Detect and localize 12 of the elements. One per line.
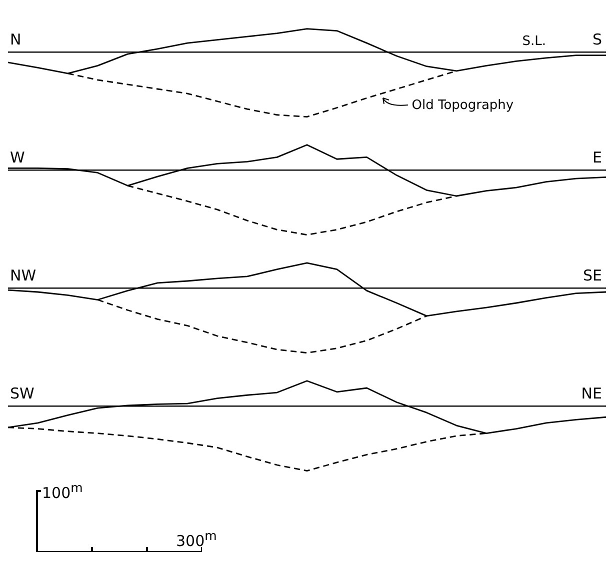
annotation: E bbox=[592, 148, 602, 167]
annotation: Old Topography bbox=[412, 98, 514, 113]
text: 100$^{m}$ bbox=[42, 480, 83, 502]
annotation: W bbox=[10, 148, 25, 167]
text: 300$^{m}$ bbox=[176, 528, 217, 550]
ref-line-label: S.L. bbox=[522, 34, 546, 49]
annotation: NE bbox=[581, 384, 602, 403]
annotation: SE bbox=[583, 266, 602, 285]
annotation: NW bbox=[10, 266, 36, 285]
annotation: N bbox=[10, 30, 22, 49]
annotation: S bbox=[592, 30, 602, 49]
annotation: SW bbox=[10, 384, 35, 403]
